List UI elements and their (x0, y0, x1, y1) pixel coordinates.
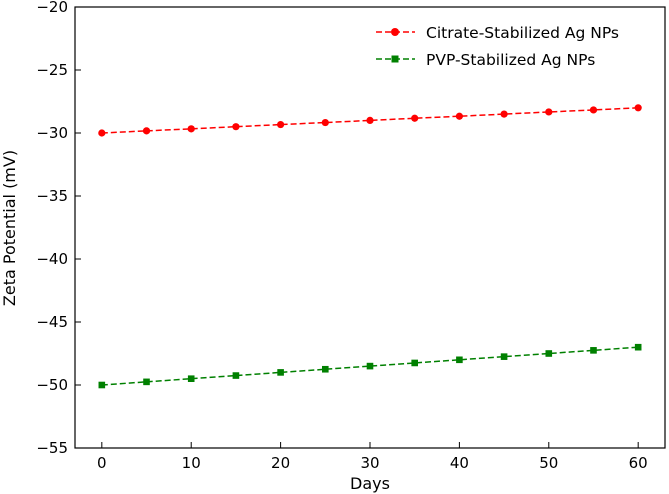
data-point-1 (456, 356, 463, 364)
y-tick-label: −20 (36, 0, 68, 16)
x-tick-label: 0 (97, 454, 107, 472)
legend-marker-citrate (391, 28, 399, 36)
data-point-0 (589, 106, 598, 114)
data-point-0 (232, 123, 240, 131)
data-point-1 (634, 343, 642, 351)
y-tick-label: −30 (36, 124, 68, 142)
y-tick-label: −50 (36, 376, 68, 394)
data-point-0 (500, 110, 508, 118)
y-axis-ticks: −55 −50 −45 −40 −35 −30 −25 −20 (36, 0, 81, 457)
data-point-1 (277, 369, 284, 376)
data-point-0 (634, 104, 642, 112)
data-point-0 (142, 127, 151, 135)
y-tick-label: −25 (36, 61, 68, 79)
series-layer (98, 104, 642, 389)
data-point-1 (322, 365, 329, 373)
legend-label-pvp: PVP-Stabilized Ag NPs (426, 51, 595, 69)
data-point-0 (277, 120, 285, 129)
x-tick-label: 40 (450, 454, 469, 472)
data-point-0 (455, 112, 463, 120)
x-tick-label: 50 (539, 454, 558, 472)
legend-entry-citrate: Citrate-Stabilized Ag NPs (376, 24, 619, 42)
data-point-0 (545, 108, 553, 116)
data-point-1 (187, 375, 195, 382)
x-axis-ticks: 0 10 20 30 40 50 60 (97, 442, 648, 472)
x-axis-title: Days (350, 474, 390, 493)
legend-label-citrate: Citrate-Stabilized Ag NPs (426, 24, 619, 42)
legend-marker-pvp (391, 55, 399, 63)
y-axis-title: Zeta Potential (mV) (0, 150, 19, 306)
data-point-1 (232, 372, 240, 379)
x-tick-label: 30 (360, 454, 379, 472)
data-point-0 (321, 118, 329, 127)
data-point-0 (98, 129, 106, 137)
data-point-1 (411, 359, 418, 367)
plot-frame (74, 6, 666, 449)
data-point-1 (590, 347, 597, 354)
data-point-1 (366, 362, 374, 370)
y-tick-label: −55 (36, 439, 68, 457)
x-tick-label: 20 (271, 454, 290, 472)
data-point-1 (545, 350, 553, 357)
y-tick-label: −45 (36, 313, 68, 331)
legend-entry-pvp: PVP-Stabilized Ag NPs (376, 51, 595, 69)
x-tick-label: 60 (629, 454, 648, 472)
y-tick-label: −40 (36, 250, 68, 268)
data-point-0 (187, 125, 195, 133)
legend: Citrate-Stabilized Ag NPs PVP-Stabilized… (376, 24, 619, 69)
data-point-1 (143, 378, 150, 386)
data-point-1 (98, 381, 106, 389)
data-point-1 (500, 353, 508, 360)
x-tick-label: 10 (182, 454, 201, 472)
data-point-0 (411, 114, 419, 122)
y-tick-label: −35 (36, 187, 68, 205)
data-point-0 (366, 116, 374, 124)
